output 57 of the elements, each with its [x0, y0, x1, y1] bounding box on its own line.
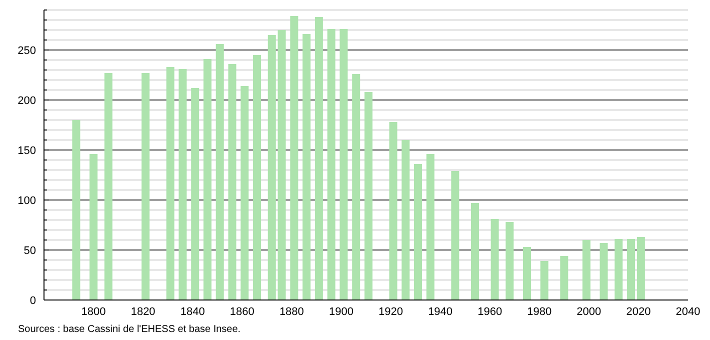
bar	[490, 219, 499, 300]
bar	[178, 69, 187, 300]
bar	[142, 73, 150, 300]
bar	[268, 35, 276, 300]
bar	[451, 171, 460, 300]
x-tick-label: 1800	[81, 306, 106, 318]
bar	[506, 222, 514, 300]
x-tick-label: 2040	[676, 306, 700, 318]
bar	[166, 67, 174, 300]
x-tick-label: 1880	[279, 306, 304, 318]
y-tick-label: 200	[18, 94, 36, 107]
y-tick-label: 100	[18, 194, 36, 207]
y-tick-label: 150	[18, 144, 36, 157]
y-tick-label: 50	[24, 244, 36, 257]
y-tick-label: 0	[30, 294, 36, 307]
x-tick-label: 1940	[428, 306, 453, 318]
bar	[228, 64, 236, 300]
bar	[389, 122, 398, 300]
x-tick-label: 1980	[527, 306, 552, 318]
x-tick-label: 2020	[626, 306, 651, 318]
bar	[582, 240, 590, 300]
bar	[540, 261, 548, 300]
x-tick-label: 1960	[478, 306, 502, 318]
bar	[216, 44, 224, 300]
bar	[90, 154, 98, 300]
bar	[352, 74, 360, 300]
bar	[402, 140, 410, 300]
y-tick-label: 250	[18, 44, 36, 57]
bar	[302, 34, 311, 300]
bar	[614, 239, 623, 300]
bar	[72, 120, 80, 300]
bar	[203, 59, 212, 300]
bar	[278, 30, 286, 300]
bar	[426, 154, 434, 300]
x-tick-label: 2000	[576, 306, 602, 318]
bar	[636, 237, 645, 300]
bar	[560, 256, 568, 300]
bar	[627, 239, 636, 300]
bar	[340, 29, 348, 300]
x-tick-label: 1840	[180, 306, 205, 318]
bar	[191, 88, 200, 300]
bar	[364, 92, 372, 300]
bar	[314, 17, 323, 300]
bar	[600, 243, 608, 300]
bar	[104, 73, 112, 300]
bar	[470, 203, 479, 300]
bar	[414, 164, 422, 300]
bar	[240, 86, 249, 300]
x-tick-label: 1920	[378, 306, 404, 318]
x-tick-label: 1860	[230, 306, 254, 318]
bar	[327, 29, 336, 300]
bar	[253, 55, 262, 300]
x-tick-label: 1820	[130, 306, 156, 318]
x-tick-label: 1900	[328, 306, 354, 318]
bar	[290, 16, 298, 300]
bar	[523, 247, 531, 300]
source-note: Sources : base Cassini de l'EHESS et base Insee.	[18, 324, 241, 335]
